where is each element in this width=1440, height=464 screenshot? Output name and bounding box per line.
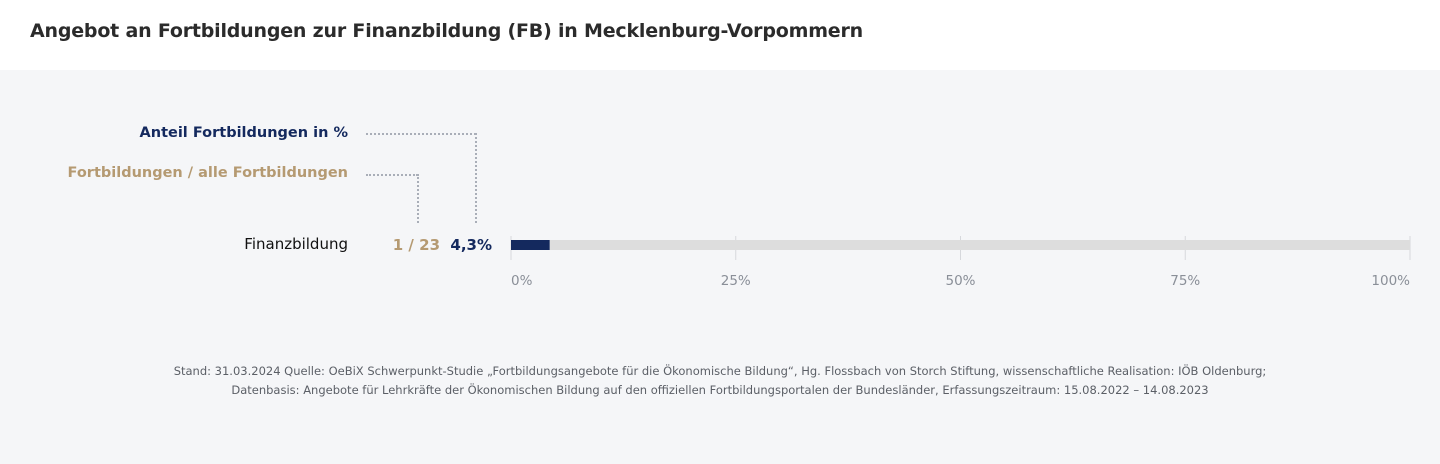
leader-count-horizontal	[366, 174, 418, 176]
x-tick-label-2: 50%	[945, 273, 975, 289]
x-tick-label-4: 100%	[1371, 273, 1410, 289]
bar-0	[511, 240, 550, 250]
category-label: Finanzbildung	[244, 235, 348, 253]
x-tick-label-3: 75%	[1170, 273, 1200, 289]
x-tick-label-0: 0%	[511, 273, 533, 289]
leader-count-vertical	[417, 174, 419, 223]
legend-percent-label: Anteil Fortbildungen in %	[139, 125, 348, 141]
x-tick-label-1: 25%	[721, 273, 751, 289]
leader-percent-horizontal	[366, 133, 476, 135]
footnote-line-2: Datenbasis: Angebote für Lehrkräfte der …	[231, 383, 1209, 397]
bar-track-0	[511, 240, 1410, 250]
header: Angebot an Fortbildungen zur Finanzbildu…	[0, 0, 1440, 70]
bar-chart-svg: 0% 25% 50% 75% 100%	[510, 236, 1411, 289]
footnote-line-1: Stand: 31.03.2024 Quelle: OeBiX Schwerpu…	[173, 364, 1267, 378]
leader-percent-vertical	[475, 133, 477, 223]
count-value-label: 1 / 23	[392, 236, 440, 254]
legend-count-label: Fortbildungen / alle Fortbildungen	[67, 165, 348, 181]
percent-value-label: 4,3%	[450, 236, 492, 254]
chart-title: Angebot an Fortbildungen zur Finanzbildu…	[30, 20, 863, 42]
chart-panel	[0, 70, 1440, 464]
